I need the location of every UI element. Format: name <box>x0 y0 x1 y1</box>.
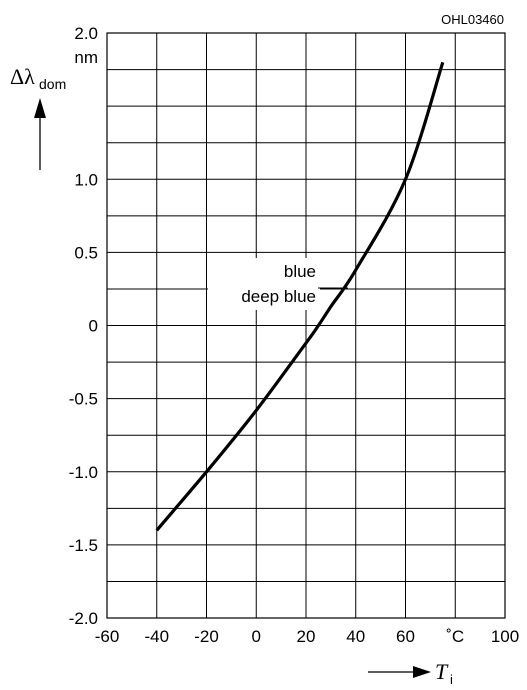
x-axis-symbol: T <box>435 659 449 684</box>
series-layer <box>155 61 445 532</box>
y-axis-title: Δλ dom nm <box>10 48 98 170</box>
x-axis-subscript: i <box>450 672 453 687</box>
x-tick-label: -20 <box>194 627 219 646</box>
series-label-backdrop <box>208 258 320 310</box>
x-tick-label: 20 <box>297 627 316 646</box>
y-tick-label: 0.5 <box>74 243 98 262</box>
y-tick-label: -1.5 <box>69 536 98 555</box>
plot-frame <box>106 32 506 619</box>
x-tick-label: -40 <box>144 627 169 646</box>
y-tick-label: -2.0 <box>69 609 98 628</box>
x-axis-unit: ˚C <box>446 627 464 646</box>
figure-code: OHL03460 <box>441 12 504 27</box>
x-tick-label: 40 <box>346 627 365 646</box>
y-tick-label: 2.0 <box>74 24 98 43</box>
x-axis-title: T i ˚C <box>368 627 464 687</box>
x-tick-label: 60 <box>396 627 415 646</box>
series-label: blue <box>284 262 316 281</box>
x-tick-label: -60 <box>95 627 120 646</box>
y-axis-subscript: dom <box>39 76 66 92</box>
grid <box>107 33 505 618</box>
y-tick-label: -1.0 <box>69 463 98 482</box>
y-tick-labels: -2.0 -1.5 -1.0 -0.5 0 0.5 1.0 2.0 <box>69 24 98 628</box>
y-axis-arrow-head <box>34 98 46 118</box>
annotations: blue deep blue <box>208 258 348 310</box>
y-axis-symbol: Δλ <box>10 64 35 89</box>
series-line <box>155 61 445 532</box>
y-tick-label: 0 <box>89 317 98 336</box>
x-tick-label: 0 <box>252 627 261 646</box>
y-tick-label: 1.0 <box>74 170 98 189</box>
x-axis-arrow-head <box>413 666 431 678</box>
series-label: deep blue <box>241 287 316 306</box>
y-tick-label: -0.5 <box>69 390 98 409</box>
y-axis-unit: nm <box>74 48 98 67</box>
x-tick-label: 100 <box>491 627 519 646</box>
x-tick-labels: -60 -40 -20 0 20 40 60 100 <box>95 627 519 646</box>
